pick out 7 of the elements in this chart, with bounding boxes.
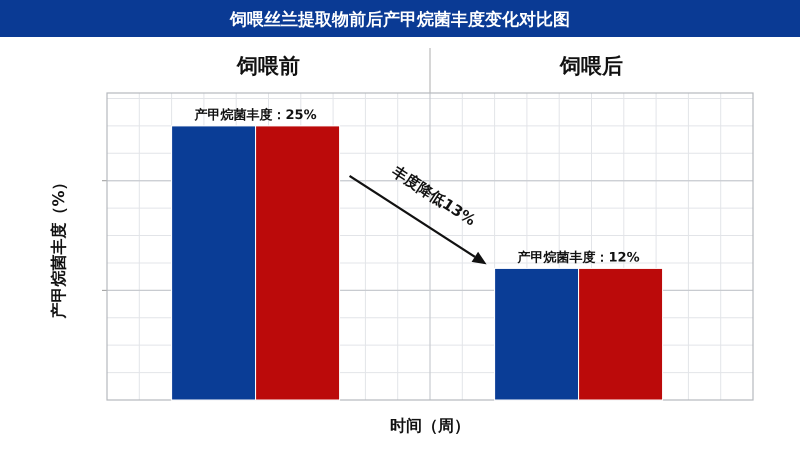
y-axis-title: 产甲烷菌丰度（%）	[49, 174, 68, 320]
data-label: 产甲烷菌丰度：25%	[194, 106, 317, 123]
chart-title: 饲喂丝兰提取物前后产甲烷菌丰度变化对比图	[229, 10, 570, 30]
x-axis-title: 时间（周）	[390, 416, 470, 435]
x-tick-label: 饲喂前	[236, 54, 300, 78]
data-label: 产甲烷菌丰度：12%	[516, 249, 640, 266]
x-tick-label: 饲喂后	[559, 54, 623, 78]
